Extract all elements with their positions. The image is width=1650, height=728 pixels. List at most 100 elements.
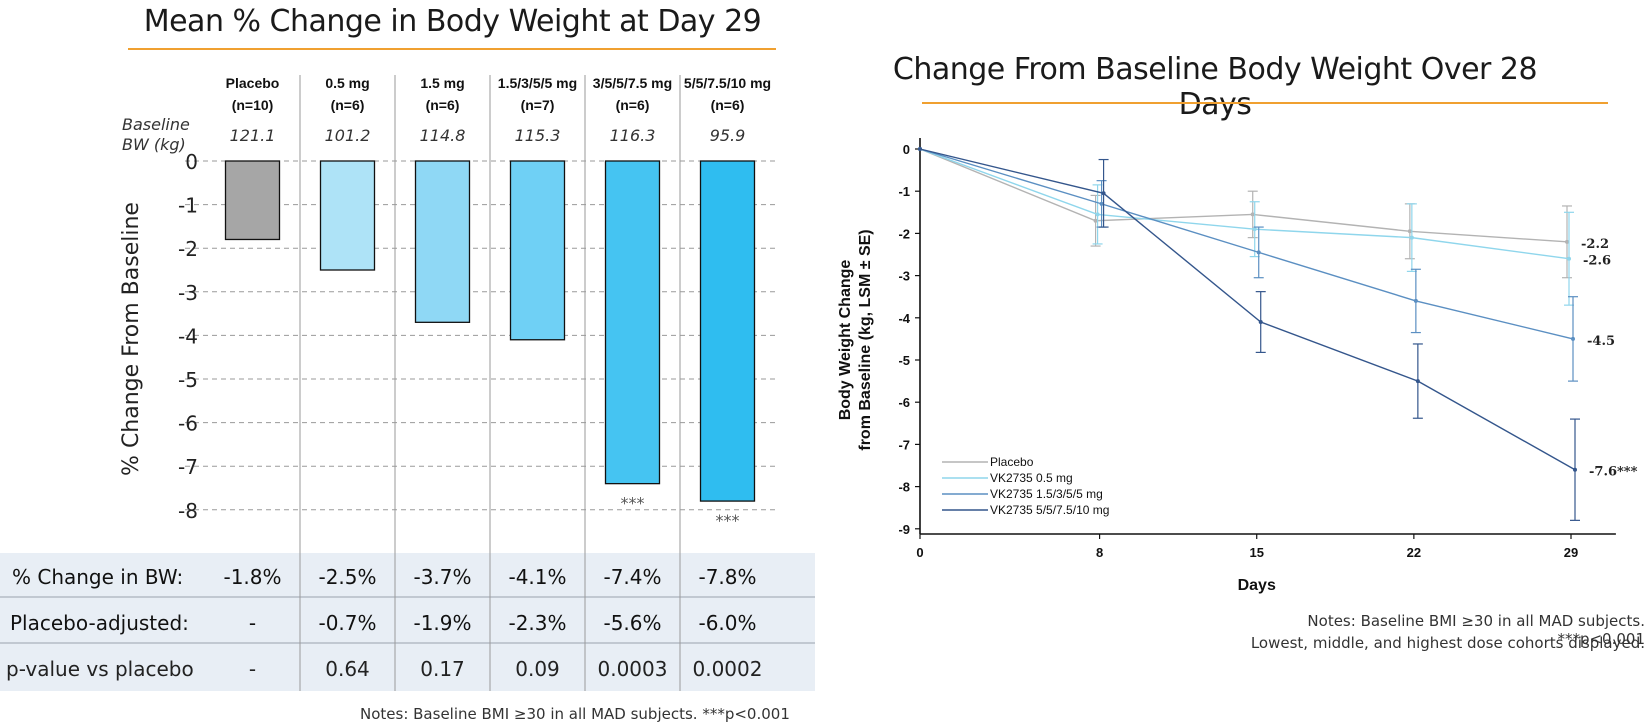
significance-label: ***: [621, 494, 645, 513]
pvalue-value: 0.09: [515, 657, 560, 681]
y-axis-label: % Change From Baseline: [119, 202, 144, 476]
left-chart-panel: Mean % Change in Body Weight at Day 29 0…: [0, 4, 815, 723]
row-label-placebo-adjusted: Placebo-adjusted:: [10, 611, 189, 635]
data-point: [1095, 212, 1100, 217]
placebo-adjusted-value: -5.6%: [603, 611, 661, 635]
pvalue-value: 0.17: [420, 657, 465, 681]
placebo-adjusted-value: -6.0%: [698, 611, 756, 635]
series-line: [919, 148, 1570, 260]
baseline-value: 114.8: [420, 126, 466, 145]
bar: [224, 160, 281, 241]
table-background: [0, 553, 815, 691]
data-point: [918, 147, 922, 151]
x-tick-label: 29: [1564, 545, 1578, 560]
data-point: [1409, 235, 1414, 240]
y-tick-label: -7: [898, 437, 910, 452]
pct-change-value: -7.8%: [698, 565, 756, 589]
end-value-label: -7.6***: [1589, 465, 1638, 480]
data-point: [1256, 250, 1261, 255]
data-point: [1567, 256, 1571, 261]
group-label: 3/5/5/7.5 mg: [593, 75, 672, 91]
data-point: [1258, 320, 1263, 325]
data-point: [1415, 379, 1420, 384]
bar: [699, 160, 756, 502]
data-point: [1099, 201, 1104, 206]
data-point: [1252, 227, 1257, 232]
group-n: (n=10): [232, 97, 274, 113]
left-chart-title: Mean % Change in Body Weight at Day 29: [143, 4, 762, 39]
group-label: 0.5 mg: [325, 75, 369, 91]
data-point: [1407, 229, 1412, 234]
x-axis-label: Days: [1238, 577, 1276, 594]
data-point: [1093, 218, 1098, 223]
legend-label: VK2735 0.5 mg: [990, 471, 1073, 485]
pct-change-value: -2.5%: [318, 565, 376, 589]
y-tick-label: -5: [178, 368, 198, 392]
y-tick-label: 0: [903, 142, 910, 157]
y-tick-label: -7: [178, 455, 198, 479]
y-tick-label: -6: [898, 395, 910, 410]
baseline-value: 116.3: [610, 126, 656, 145]
right-notes-line-1: Notes: Baseline BMI ≥30 in all MAD subje…: [1307, 612, 1645, 648]
y-tick-label: -1: [898, 184, 910, 199]
data-point: [1101, 191, 1106, 196]
row-label-pct-change: % Change in BW:: [12, 565, 183, 589]
x-tick-label: 15: [1249, 545, 1263, 560]
end-value-label: -2.6: [1583, 254, 1611, 269]
baseline-value: 121.1: [230, 126, 276, 145]
right-notes-line-2: Lowest, middle, and highest dose cohorts…: [1250, 634, 1645, 652]
right-chart-panel: Change From Baseline Body Weight Over 28…: [830, 0, 1650, 728]
y-tick-label: -6: [178, 412, 198, 436]
right-chart-title: Change From Baseline Body Weight Over 28…: [892, 52, 1538, 122]
pvalue-value: 0.64: [325, 657, 370, 681]
placebo-adjusted-value: -2.3%: [508, 611, 566, 635]
pct-change-value: -7.4%: [603, 565, 661, 589]
data-point: [1573, 467, 1577, 472]
group-label: 1.5/3/5/5 mg: [498, 75, 577, 91]
y-axis-label-line-2: from Baseline (kg, LSM ± SE): [857, 229, 874, 450]
x-tick-label: 22: [1407, 545, 1421, 560]
y-tick-label: -3: [898, 269, 910, 284]
legend-label: VK2735 5/5/7.5/10 mg: [990, 503, 1109, 517]
significance-label: ***: [716, 511, 740, 530]
placebo-adjusted-value: -: [249, 611, 256, 635]
legend-label: Placebo: [990, 455, 1034, 469]
y-tick-label: -8: [178, 499, 198, 523]
bar: [604, 160, 661, 485]
group-n: (n=6): [616, 97, 650, 113]
y-tick-label: -9: [898, 522, 910, 537]
group-n: (n=6): [711, 97, 745, 113]
right-title-rule: [922, 102, 1608, 104]
group-label: Placebo: [226, 75, 280, 91]
line-chart: 0 -1 -2 -3 -4 -5 -6 -7 -8 -9 0 8 15 22 29 Days Body Weig…: [837, 138, 1638, 594]
data-point: [1250, 212, 1255, 217]
y-tick-label: -8: [898, 480, 910, 495]
group-n: (n=6): [426, 97, 460, 113]
series-line: [919, 148, 1576, 471]
y-axis-label-line-1: Body Weight Change: [837, 260, 854, 421]
y-tick-label: -4: [178, 324, 198, 348]
baseline-label: Baseline: [122, 115, 190, 134]
bar: [509, 160, 566, 341]
y-tick-label: 0: [185, 150, 198, 174]
bar: [319, 160, 376, 271]
left-notes: Notes: Baseline BMI ≥30 in all MAD subje…: [360, 705, 790, 723]
y-tick-label: -4: [898, 311, 910, 326]
pvalue-value: -: [249, 657, 256, 681]
y-tick-label: -2: [178, 237, 198, 261]
bar: [414, 160, 471, 323]
pvalue-value: 0.0003: [598, 657, 668, 681]
pct-change-value: -4.1%: [508, 565, 566, 589]
pct-change-value: -1.8%: [223, 565, 281, 589]
y-tick-label: -5: [898, 353, 910, 368]
baseline-value: 101.2: [325, 126, 371, 145]
group-label: 1.5 mg: [420, 75, 464, 91]
end-value-label: -2.2: [1581, 237, 1609, 252]
x-tick-label: 8: [1096, 545, 1103, 560]
data-point: [1413, 298, 1418, 303]
x-tick-label: 0: [916, 545, 923, 560]
baseline-value: 95.9: [710, 126, 746, 145]
group-n: (n=7): [521, 97, 555, 113]
group-label: 5/5/7.5/10 mg: [684, 75, 771, 91]
legend-label: VK2735 1.5/3/5/5 mg: [990, 487, 1103, 501]
